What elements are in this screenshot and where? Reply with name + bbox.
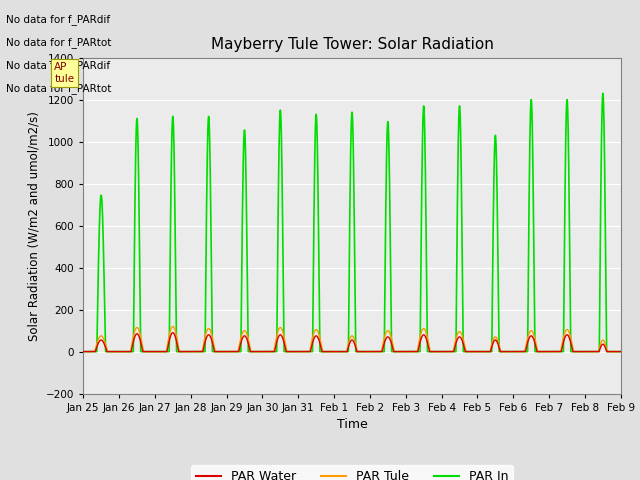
Text: AP
tule: AP tule [54,62,74,84]
Title: Mayberry Tule Tower: Solar Radiation: Mayberry Tule Tower: Solar Radiation [211,37,493,52]
Y-axis label: Solar Radiation (W/m2 and umol/m2/s): Solar Radiation (W/m2 and umol/m2/s) [28,111,40,340]
Text: No data for f_PARtot: No data for f_PARtot [6,36,112,48]
Text: No data for f_PARtot: No data for f_PARtot [6,83,112,94]
Legend: PAR Water, PAR Tule, PAR In: PAR Water, PAR Tule, PAR In [191,465,513,480]
X-axis label: Time: Time [337,418,367,431]
Text: No data for f_PARdif: No data for f_PARdif [6,13,111,24]
Text: No data for f_PARdif: No data for f_PARdif [6,60,111,71]
